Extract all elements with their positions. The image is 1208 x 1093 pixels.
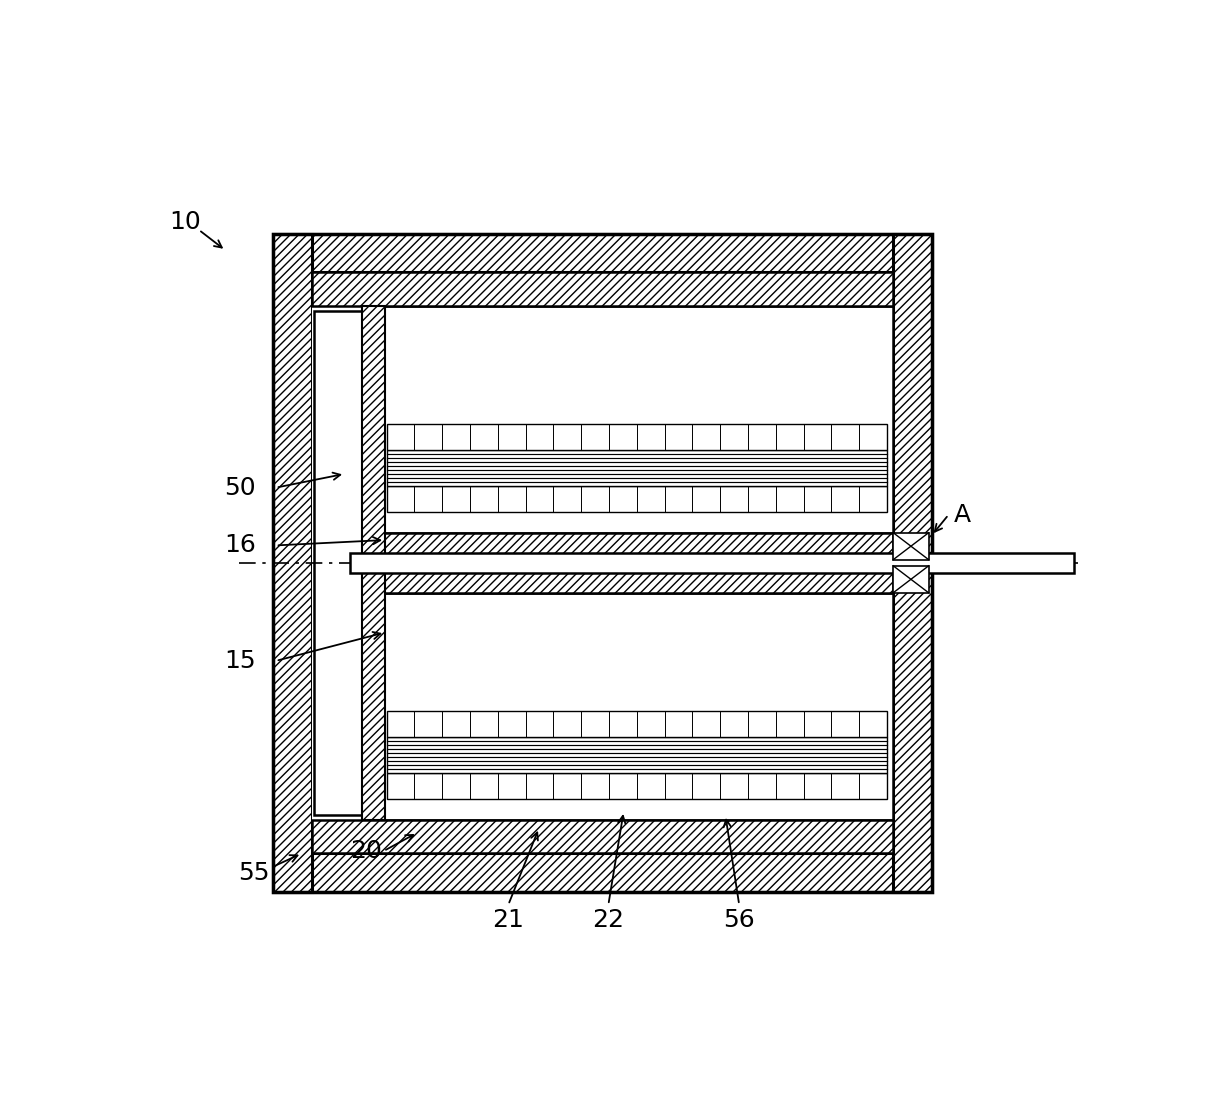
- Text: 20: 20: [350, 839, 382, 863]
- Text: 16: 16: [225, 533, 256, 557]
- Bar: [314, 310, 362, 815]
- Bar: [893, 532, 929, 560]
- Bar: [387, 485, 887, 512]
- Bar: [362, 306, 385, 820]
- Bar: [387, 773, 887, 799]
- Bar: [312, 272, 893, 306]
- Text: 15: 15: [225, 649, 256, 673]
- Text: 21: 21: [493, 908, 524, 932]
- Bar: [362, 592, 893, 820]
- Text: 10: 10: [169, 210, 201, 234]
- Bar: [893, 566, 929, 592]
- Bar: [350, 553, 1074, 573]
- Bar: [387, 450, 887, 485]
- Bar: [893, 234, 931, 892]
- Text: 56: 56: [724, 908, 755, 932]
- Bar: [273, 854, 931, 892]
- Text: 50: 50: [225, 475, 256, 500]
- Text: A: A: [954, 503, 971, 527]
- Text: 55: 55: [238, 860, 269, 884]
- Bar: [387, 710, 887, 737]
- Bar: [273, 234, 312, 892]
- Bar: [273, 234, 931, 892]
- Bar: [362, 532, 893, 560]
- Bar: [387, 424, 887, 450]
- Bar: [362, 566, 893, 592]
- Bar: [273, 234, 931, 272]
- Text: 22: 22: [592, 908, 625, 932]
- Bar: [312, 820, 893, 854]
- Bar: [362, 306, 893, 532]
- Bar: [312, 272, 893, 854]
- Bar: [387, 737, 887, 773]
